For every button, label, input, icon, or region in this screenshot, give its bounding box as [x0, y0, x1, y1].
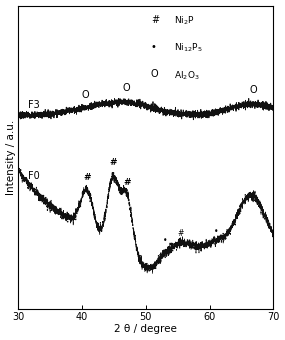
Text: Ni$_{12}$P$_5$: Ni$_{12}$P$_5$ — [174, 42, 202, 54]
Text: O: O — [82, 90, 89, 100]
Text: F3: F3 — [28, 100, 40, 110]
Text: •: • — [163, 236, 167, 245]
Text: O: O — [151, 69, 158, 79]
Text: O: O — [249, 85, 257, 95]
Text: #: # — [84, 173, 91, 182]
Text: #: # — [178, 229, 184, 238]
Y-axis label: Intensity / a.u.: Intensity / a.u. — [5, 120, 16, 195]
Text: F0: F0 — [28, 171, 40, 181]
Text: #: # — [151, 15, 159, 25]
Text: #: # — [109, 158, 116, 167]
Text: •: • — [214, 227, 218, 236]
X-axis label: 2 θ / degree: 2 θ / degree — [114, 324, 177, 335]
Text: #: # — [123, 177, 131, 187]
Text: Ni$_2$P: Ni$_2$P — [174, 15, 195, 27]
Text: •: • — [151, 42, 157, 52]
Text: Al$_2$O$_3$: Al$_2$O$_3$ — [174, 69, 200, 82]
Text: O: O — [123, 83, 131, 93]
